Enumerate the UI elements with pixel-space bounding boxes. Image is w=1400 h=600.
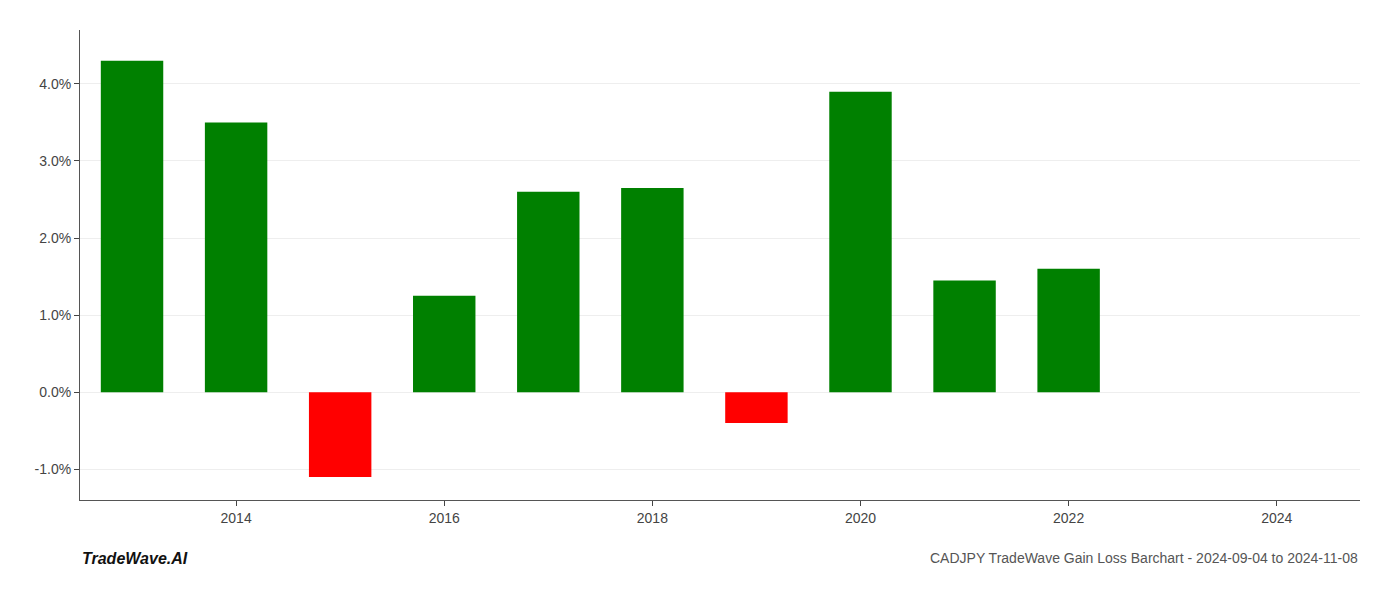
svg-text:2.0%: 2.0%	[39, 230, 71, 246]
svg-text:2018: 2018	[637, 510, 668, 526]
svg-text:2022: 2022	[1053, 510, 1084, 526]
svg-text:2024: 2024	[1261, 510, 1292, 526]
svg-text:4.0%: 4.0%	[39, 76, 71, 92]
svg-text:2014: 2014	[221, 510, 252, 526]
svg-text:-1.0%: -1.0%	[35, 461, 72, 477]
svg-text:2016: 2016	[429, 510, 460, 526]
svg-text:CADJPY TradeWave Gain Loss Bar: CADJPY TradeWave Gain Loss Barchart - 20…	[930, 550, 1358, 566]
svg-text:3.0%: 3.0%	[39, 153, 71, 169]
svg-text:0.0%: 0.0%	[39, 384, 71, 400]
svg-text:1.0%: 1.0%	[39, 307, 71, 323]
svg-text:2020: 2020	[845, 510, 876, 526]
svg-text:TradeWave.AI: TradeWave.AI	[82, 550, 188, 567]
